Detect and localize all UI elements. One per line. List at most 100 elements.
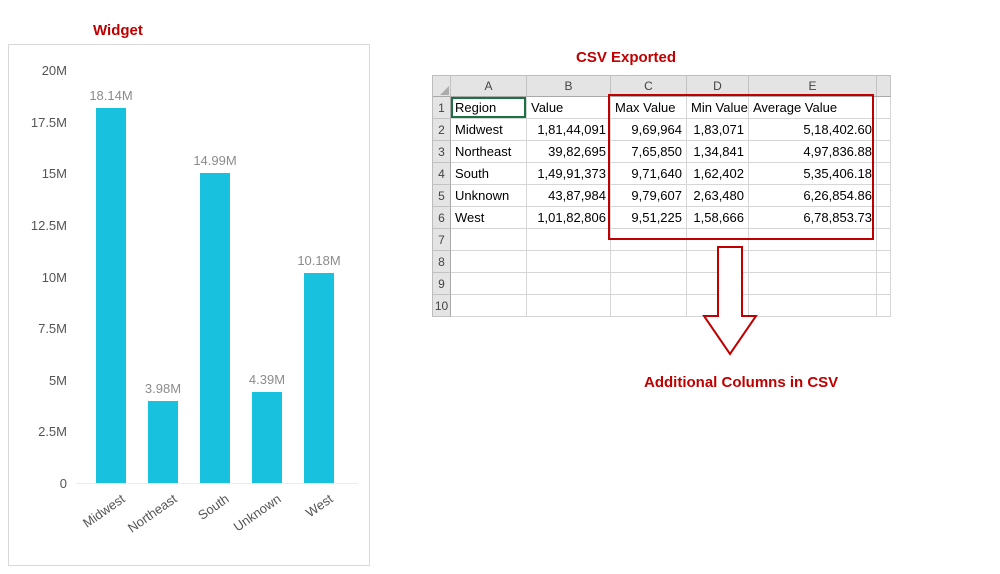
cell-E2[interactable]: 5,18,402.60 (749, 119, 877, 141)
y-axis-label: 5M (48, 372, 67, 388)
cell-E5[interactable]: 6,26,854.86 (749, 185, 877, 207)
cell-B10[interactable] (527, 295, 611, 317)
y-axis-label: 2.5M (38, 424, 67, 440)
row-header-9[interactable]: 9 (433, 273, 451, 295)
cell-B2[interactable]: 1,81,44,091 (527, 119, 611, 141)
cell-partial-1 (877, 97, 891, 119)
cell-E4[interactable]: 5,35,406.18 (749, 163, 877, 185)
bar-west[interactable] (304, 272, 334, 483)
cell-E3[interactable]: 4,97,836.88 (749, 141, 877, 163)
cell-A3[interactable]: Northeast (451, 141, 527, 163)
cell-C4[interactable]: 9,71,640 (611, 163, 687, 185)
bar-midwest[interactable] (96, 108, 126, 483)
bar-south[interactable] (200, 173, 230, 483)
cell-partial-3 (877, 141, 891, 163)
row-header-10[interactable]: 10 (433, 295, 451, 317)
cell-A10[interactable] (451, 295, 527, 317)
cell-B6[interactable]: 1,01,82,806 (527, 207, 611, 229)
cell-B5[interactable]: 43,87,984 (527, 185, 611, 207)
cell-A8[interactable] (451, 251, 527, 273)
cell-C7[interactable] (611, 229, 687, 251)
row-header-7[interactable]: 7 (433, 229, 451, 251)
row-header-5[interactable]: 5 (433, 185, 451, 207)
cell-partial-2 (877, 119, 891, 141)
y-axis-label: 15M (41, 166, 67, 182)
cell-A7[interactable] (451, 229, 527, 251)
row-header-3[interactable]: 3 (433, 141, 451, 163)
y-axis-label: 7.5M (38, 321, 67, 337)
y-axis-label: 17.5M (30, 114, 67, 130)
cell-A9[interactable] (451, 273, 527, 295)
select-all-corner[interactable] (433, 76, 451, 97)
cell-A2[interactable]: Midwest (451, 119, 527, 141)
bar-value-label: 18.14M (89, 88, 133, 104)
cell-A5[interactable]: Unknown (451, 185, 527, 207)
cell-partial-4 (877, 163, 891, 185)
cell-C5[interactable]: 9,79,607 (611, 185, 687, 207)
cell-C3[interactable]: 7,65,850 (611, 141, 687, 163)
cell-E7[interactable] (749, 229, 877, 251)
bar-chart-plot: 18.14M Midwest 3.98M Northeast 14.99M South 4.… (76, 71, 358, 536)
row-header-1[interactable]: 1 (433, 97, 451, 119)
column-header-c[interactable]: C (611, 76, 687, 97)
cell-B3[interactable]: 39,82,695 (527, 141, 611, 163)
cell-partial-7 (877, 229, 891, 251)
cell-E1[interactable]: Average Value (749, 97, 877, 119)
y-axis-label: 20M (41, 63, 67, 78)
cell-D3[interactable]: 1,34,841 (687, 141, 749, 163)
additional-columns-label: Additional Columns in CSV (644, 374, 839, 391)
row-header-6[interactable]: 6 (433, 207, 451, 229)
cell-partial-5 (877, 185, 891, 207)
cell-C9[interactable] (611, 273, 687, 295)
row-header-4[interactable]: 4 (433, 163, 451, 185)
cell-C6[interactable]: 9,51,225 (611, 207, 687, 229)
cell-partial-8 (877, 251, 891, 273)
bar-value-label: 4.39M (248, 372, 286, 388)
cell-B9[interactable] (527, 273, 611, 295)
cell-D5[interactable]: 2,63,480 (687, 185, 749, 207)
down-arrow-shape (702, 246, 758, 356)
cell-D6[interactable]: 1,58,666 (687, 207, 749, 229)
cell-C2[interactable]: 9,69,964 (611, 119, 687, 141)
column-header-a[interactable]: A (451, 76, 527, 97)
cell-A4[interactable]: South (451, 163, 527, 185)
cell-B8[interactable] (527, 251, 611, 273)
widget-chart-panel: 18.14M Midwest 3.98M Northeast 14.99M South 4.… (8, 44, 370, 566)
cell-E6[interactable]: 6,78,853.73 (749, 207, 877, 229)
row-header-8[interactable]: 8 (433, 251, 451, 273)
cell-C1[interactable]: Max Value (611, 97, 687, 119)
cell-B1[interactable]: Value (527, 97, 611, 119)
cell-partial-6 (877, 207, 891, 229)
bar-unknown[interactable] (252, 392, 282, 483)
widget-title: Widget (93, 22, 143, 39)
cell-D2[interactable]: 1,83,071 (687, 119, 749, 141)
spreadsheet-grid: A B C D E 1 Region Value Max Value Min Value Avera… (432, 75, 891, 317)
cell-E10[interactable] (749, 295, 877, 317)
column-header-partial (877, 76, 891, 97)
down-arrow (702, 246, 758, 356)
column-header-d[interactable]: D (687, 76, 749, 97)
cell-B7[interactable] (527, 229, 611, 251)
y-axis-label: 12.5M (30, 217, 67, 233)
cell-D4[interactable]: 1,62,402 (687, 163, 749, 185)
cell-A1[interactable]: Region (451, 97, 527, 119)
cell-B4[interactable]: 1,49,91,373 (527, 163, 611, 185)
bar-value-label: 10.18M (297, 252, 341, 268)
csv-exported-title: CSV Exported (576, 49, 677, 66)
column-header-b[interactable]: B (527, 76, 611, 97)
bar-value-label: 14.99M (193, 153, 237, 169)
cell-partial-10 (877, 295, 891, 317)
row-header-2[interactable]: 2 (433, 119, 451, 141)
cell-C8[interactable] (611, 251, 687, 273)
cell-E8[interactable] (749, 251, 877, 273)
y-axis-label: 0 (59, 476, 67, 491)
cell-A6[interactable]: West (451, 207, 527, 229)
cell-D1[interactable]: Min Value (687, 97, 749, 119)
cell-partial-9 (877, 273, 891, 295)
column-header-e[interactable]: E (749, 76, 877, 97)
cell-E9[interactable] (749, 273, 877, 295)
cell-C10[interactable] (611, 295, 687, 317)
bar-northeast[interactable] (148, 400, 178, 483)
corner-triangle-icon (440, 86, 449, 95)
bar-value-label: 3.98M (144, 380, 182, 396)
